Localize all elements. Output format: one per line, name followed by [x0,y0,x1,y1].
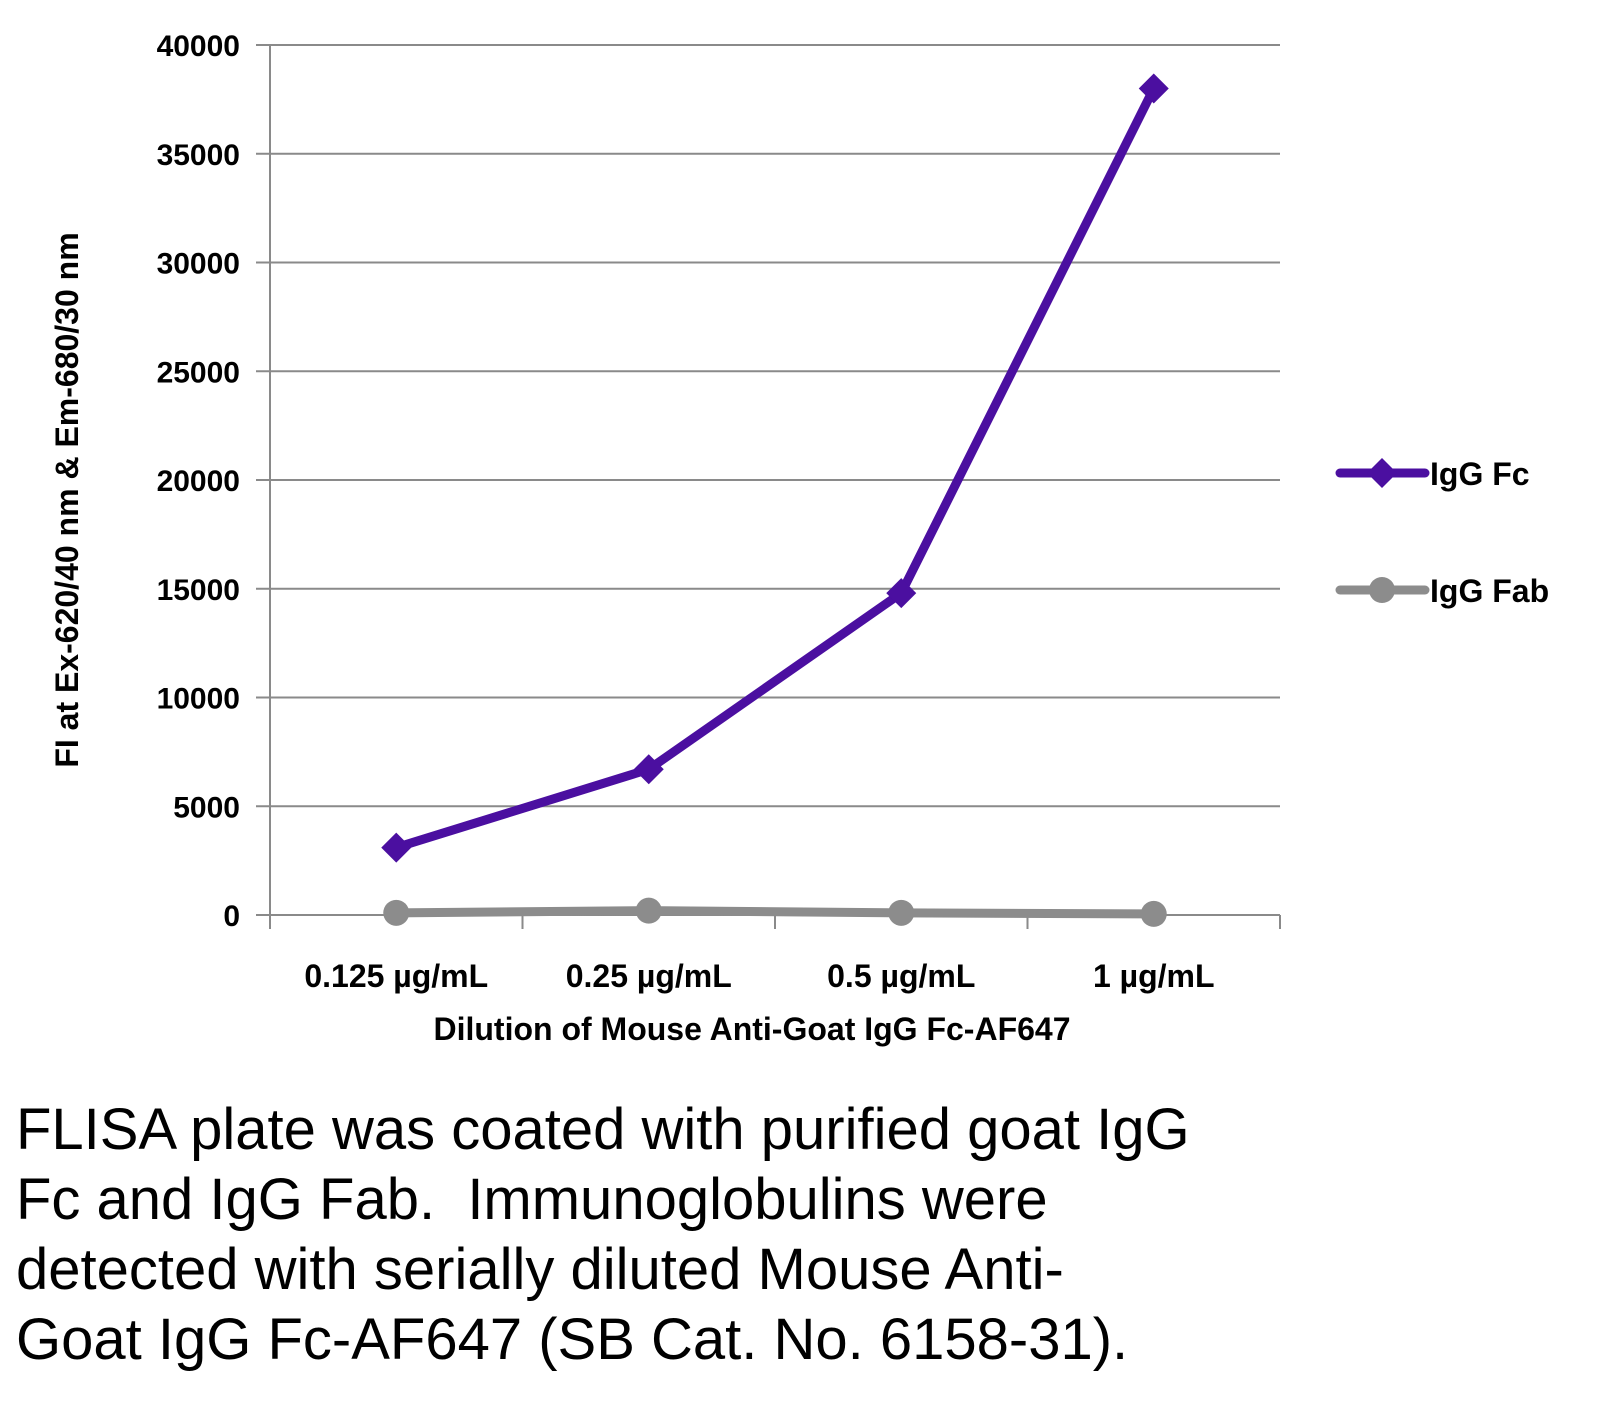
x-tick-label: 0.25 µg/mL [566,958,732,994]
x-tick-label: 1 µg/mL [1093,958,1215,994]
data-point-circle [635,897,662,924]
y-tick-label: 40000 [157,30,240,63]
y-tick-label: 35000 [157,139,240,172]
y-tick-label: 30000 [157,248,240,281]
y-tick-labels: 0 5000 10000 15000 20000 25000 30000 35000 40000 [157,30,240,933]
legend: IgG Fc IgG Fab [1335,456,1549,609]
legend-entry: IgG Fab [1335,573,1549,609]
legend-label: IgG Fc [1430,456,1530,492]
data-point-circle [1369,577,1395,603]
data-point-circle [383,899,410,926]
x-tick-labels: 0.125 µg/mL 0.25 µg/mL 0.5 µg/mL 1 µg/mL [304,958,1214,994]
legend-label: IgG Fab [1430,573,1549,609]
y-tick-label: 0 [223,900,240,933]
y-tick-label: 10000 [157,683,240,716]
caption-line-1: FLISA plate was coated with purified goa… [16,1097,1190,1162]
y-axis-title: FI at Ex-620/40 nm & Em-680/30 nm [49,232,85,767]
data-point-circle [1140,900,1167,927]
data-point-circle [888,899,915,926]
caption-line-2: Fc and IgG Fab. Immunoglobulins were [16,1167,1048,1232]
x-tick-label: 0.5 µg/mL [827,958,975,994]
x-tick-label: 0.125 µg/mL [304,958,488,994]
legend-entry: IgG Fc [1335,456,1530,492]
data-point-diamond [1138,73,1169,104]
data-point-diamond [633,754,664,785]
data-point-diamond [381,832,412,863]
series-igg-fc [381,73,1169,863]
figure-caption: FLISA plate was coated with purified goa… [16,1095,1576,1375]
y-tick-label: 25000 [157,356,240,389]
y-tick-label: 15000 [157,574,240,607]
y-tick-label: 20000 [157,465,240,498]
caption-line-3: detected with serially diluted Mouse Ant… [16,1237,1064,1302]
line-chart: 0 5000 10000 15000 20000 25000 30000 35000 40000… [49,30,1549,1047]
series-line [391,84,1159,853]
y-tick-label: 5000 [173,791,240,824]
series-line [391,906,1159,919]
data-point-diamond [1367,458,1397,488]
series-igg-fab [383,897,1167,927]
data-point-diamond [886,578,917,609]
gridlines [256,44,1280,808]
series-layer [381,73,1169,927]
caption-line-4: Goat IgG Fc-AF647 (SB Cat. No. 6158-31). [16,1307,1129,1372]
axes [256,45,1281,929]
x-axis-title: Dilution of Mouse Anti-Goat IgG Fc-AF647 [433,1011,1070,1047]
